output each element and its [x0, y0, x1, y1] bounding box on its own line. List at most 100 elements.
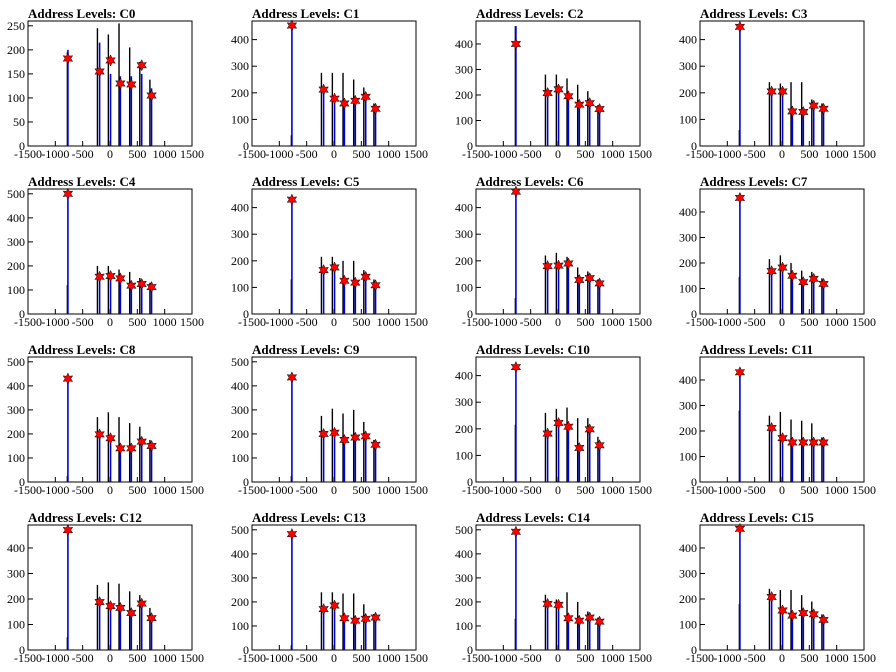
- x-tick-label: 0: [779, 651, 785, 665]
- x-tick-label: -1000: [265, 483, 293, 497]
- peak-marker: [136, 59, 147, 72]
- y-tick-label: 300: [231, 571, 249, 585]
- x-tick-label: 1500: [404, 651, 428, 665]
- x-tick-label: 0: [107, 315, 113, 329]
- x-tick-label: 1000: [825, 315, 849, 329]
- peak-marker: [286, 371, 298, 384]
- x-tick-label: 0: [331, 651, 337, 665]
- y-tick-label: 200: [231, 86, 249, 100]
- x-tick-label: -500: [744, 147, 766, 161]
- x-tick-label: 1000: [601, 651, 625, 665]
- x-tick-label: -500: [744, 483, 766, 497]
- y-tick-label: 100: [679, 281, 697, 295]
- peak-marker: [777, 85, 788, 98]
- y-tick-label: 400: [679, 373, 697, 387]
- peak-marker: [286, 528, 298, 541]
- plot-title: Address Levels: C4: [28, 174, 136, 189]
- plot-panel: Address Levels: C2 0 100 200 300 400 -1500 -100…: [455, 6, 652, 161]
- y-tick-label: 300: [7, 566, 25, 580]
- plot-title: Address Levels: C7: [700, 174, 808, 189]
- peak-marker: [286, 19, 298, 32]
- plot-title: Address Levels: C2: [476, 6, 583, 21]
- y-tick-label: 400: [455, 369, 473, 383]
- y-tick-label: 400: [231, 379, 249, 393]
- y-tick-label: 400: [455, 37, 473, 51]
- peak-marker: [777, 432, 788, 445]
- peak-marker: [594, 102, 605, 116]
- peak-marker: [574, 441, 585, 455]
- peak-marker: [146, 280, 157, 294]
- y-tick-label: 400: [231, 201, 249, 215]
- x-tick-label: -1500: [686, 483, 714, 497]
- y-tick-label: 400: [7, 541, 25, 555]
- peak-marker: [105, 54, 116, 67]
- x-tick-label: 1000: [825, 651, 849, 665]
- y-tick-label: 300: [455, 395, 473, 409]
- y-tick-label: 200: [455, 88, 473, 102]
- y-tick-label: 400: [231, 547, 249, 561]
- peak-marker: [594, 615, 605, 628]
- peak-marker: [115, 272, 126, 285]
- y-tick-label: 300: [7, 403, 25, 417]
- x-tick-label: 500: [800, 147, 818, 161]
- peak-marker: [318, 603, 329, 616]
- x-tick-label: -1500: [238, 147, 266, 161]
- x-tick-label: -500: [72, 651, 94, 665]
- x-tick-label: 0: [107, 483, 113, 497]
- x-tick-label: 1500: [404, 147, 428, 161]
- peak-marker: [584, 271, 595, 285]
- x-tick-label: 1500: [852, 651, 876, 665]
- x-tick-label: 0: [555, 651, 561, 665]
- peak-marker: [808, 608, 819, 621]
- peak-marker: [798, 606, 809, 620]
- peak-marker: [339, 612, 350, 625]
- y-tick-label: 0: [243, 643, 249, 657]
- x-tick-label: 1500: [852, 147, 876, 161]
- y-tick-label: 50: [13, 115, 25, 129]
- x-tick-label: -1000: [41, 651, 69, 665]
- x-tick-label: -500: [520, 315, 542, 329]
- peak-marker: [94, 428, 105, 441]
- y-tick-label: 0: [19, 307, 25, 321]
- plot-title: Address Levels: C12: [28, 510, 142, 525]
- x-tick-label: -1500: [238, 651, 266, 665]
- x-tick-label: -500: [72, 147, 94, 161]
- y-tick-label: 100: [231, 112, 249, 126]
- x-tick-label: -1500: [14, 147, 42, 161]
- y-tick-label: 100: [679, 617, 697, 631]
- y-tick-label: 200: [7, 43, 25, 57]
- peak-marker: [370, 438, 381, 451]
- peak-marker: [766, 590, 777, 604]
- y-tick-label: 0: [19, 475, 25, 489]
- y-tick-label: 100: [231, 451, 249, 465]
- plot-title: Address Levels: C11: [700, 342, 813, 357]
- y-tick-label: 0: [243, 475, 249, 489]
- y-tick-label: 300: [455, 227, 473, 241]
- y-tick-label: 300: [455, 571, 473, 585]
- plot-panel: Address Levels: C12 0 100 200 300 400 -1500 -10…: [7, 510, 204, 665]
- x-tick-label: 0: [331, 315, 337, 329]
- peak-marker: [360, 90, 371, 103]
- peak-marker: [798, 105, 809, 119]
- x-tick-label: 1000: [377, 651, 401, 665]
- peak-marker: [584, 611, 595, 624]
- x-tick-label: -1000: [265, 315, 293, 329]
- peak-marker: [510, 37, 522, 51]
- y-tick-label: 300: [679, 566, 697, 580]
- peak-marker: [360, 430, 371, 443]
- peak-marker: [105, 600, 116, 613]
- peak-marker: [584, 97, 595, 110]
- x-tick-label: -500: [520, 483, 542, 497]
- peak-marker: [594, 277, 605, 290]
- peak-marker: [339, 274, 350, 287]
- x-tick-label: 1500: [180, 315, 204, 329]
- peak-marker: [584, 423, 595, 436]
- y-tick-label: 500: [231, 523, 249, 537]
- peak-marker: [808, 272, 819, 285]
- peak-marker: [818, 277, 829, 291]
- peak-marker: [360, 612, 371, 625]
- x-tick-label: 0: [779, 315, 785, 329]
- plot-panel: Address Levels: C40100200300400500-1500-…: [7, 174, 204, 329]
- y-tick-label: 0: [691, 307, 697, 321]
- peak-marker: [734, 366, 746, 379]
